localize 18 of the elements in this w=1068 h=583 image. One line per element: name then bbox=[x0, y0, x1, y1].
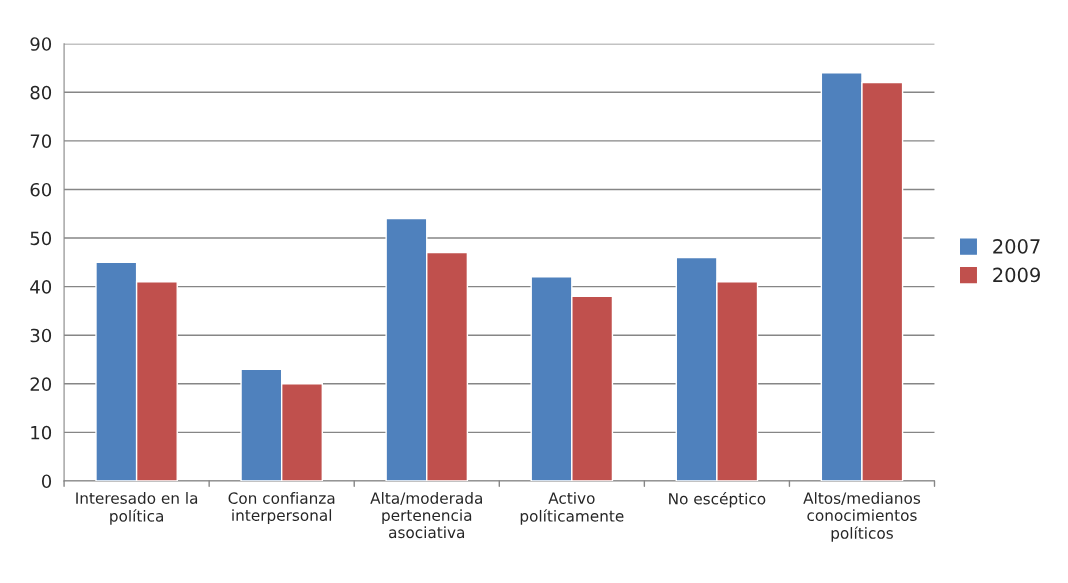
y-tick-label: 0 bbox=[41, 474, 52, 489]
y-tick-label: 20 bbox=[30, 377, 52, 391]
x-tick-label: Alta/moderada pertenencia asociativa bbox=[370, 492, 482, 539]
y-tick-label: 60 bbox=[30, 182, 52, 197]
y-tick-label: 80 bbox=[30, 85, 52, 100]
y-tick-label: 70 bbox=[30, 134, 52, 149]
x-tick-label: Interesado en la política bbox=[76, 492, 198, 525]
x-tick-label: No escéptico bbox=[669, 492, 766, 508]
y-tick-label: 10 bbox=[31, 425, 52, 440]
y-tick-label: 50 bbox=[30, 231, 52, 246]
x-tick-label: Activo políticamente bbox=[520, 492, 624, 525]
y-tick-label: 40 bbox=[30, 280, 52, 294]
legend-label: 2009 bbox=[993, 267, 1040, 283]
y-tick-label: 30 bbox=[30, 328, 52, 343]
y-tick-label: 90 bbox=[30, 37, 52, 51]
legend-label: 2007 bbox=[993, 239, 1040, 254]
x-tick-label: Altos/medianos conocimientos políticos bbox=[803, 492, 921, 542]
x-tick-label: Con confianza interpersonal bbox=[228, 492, 335, 524]
